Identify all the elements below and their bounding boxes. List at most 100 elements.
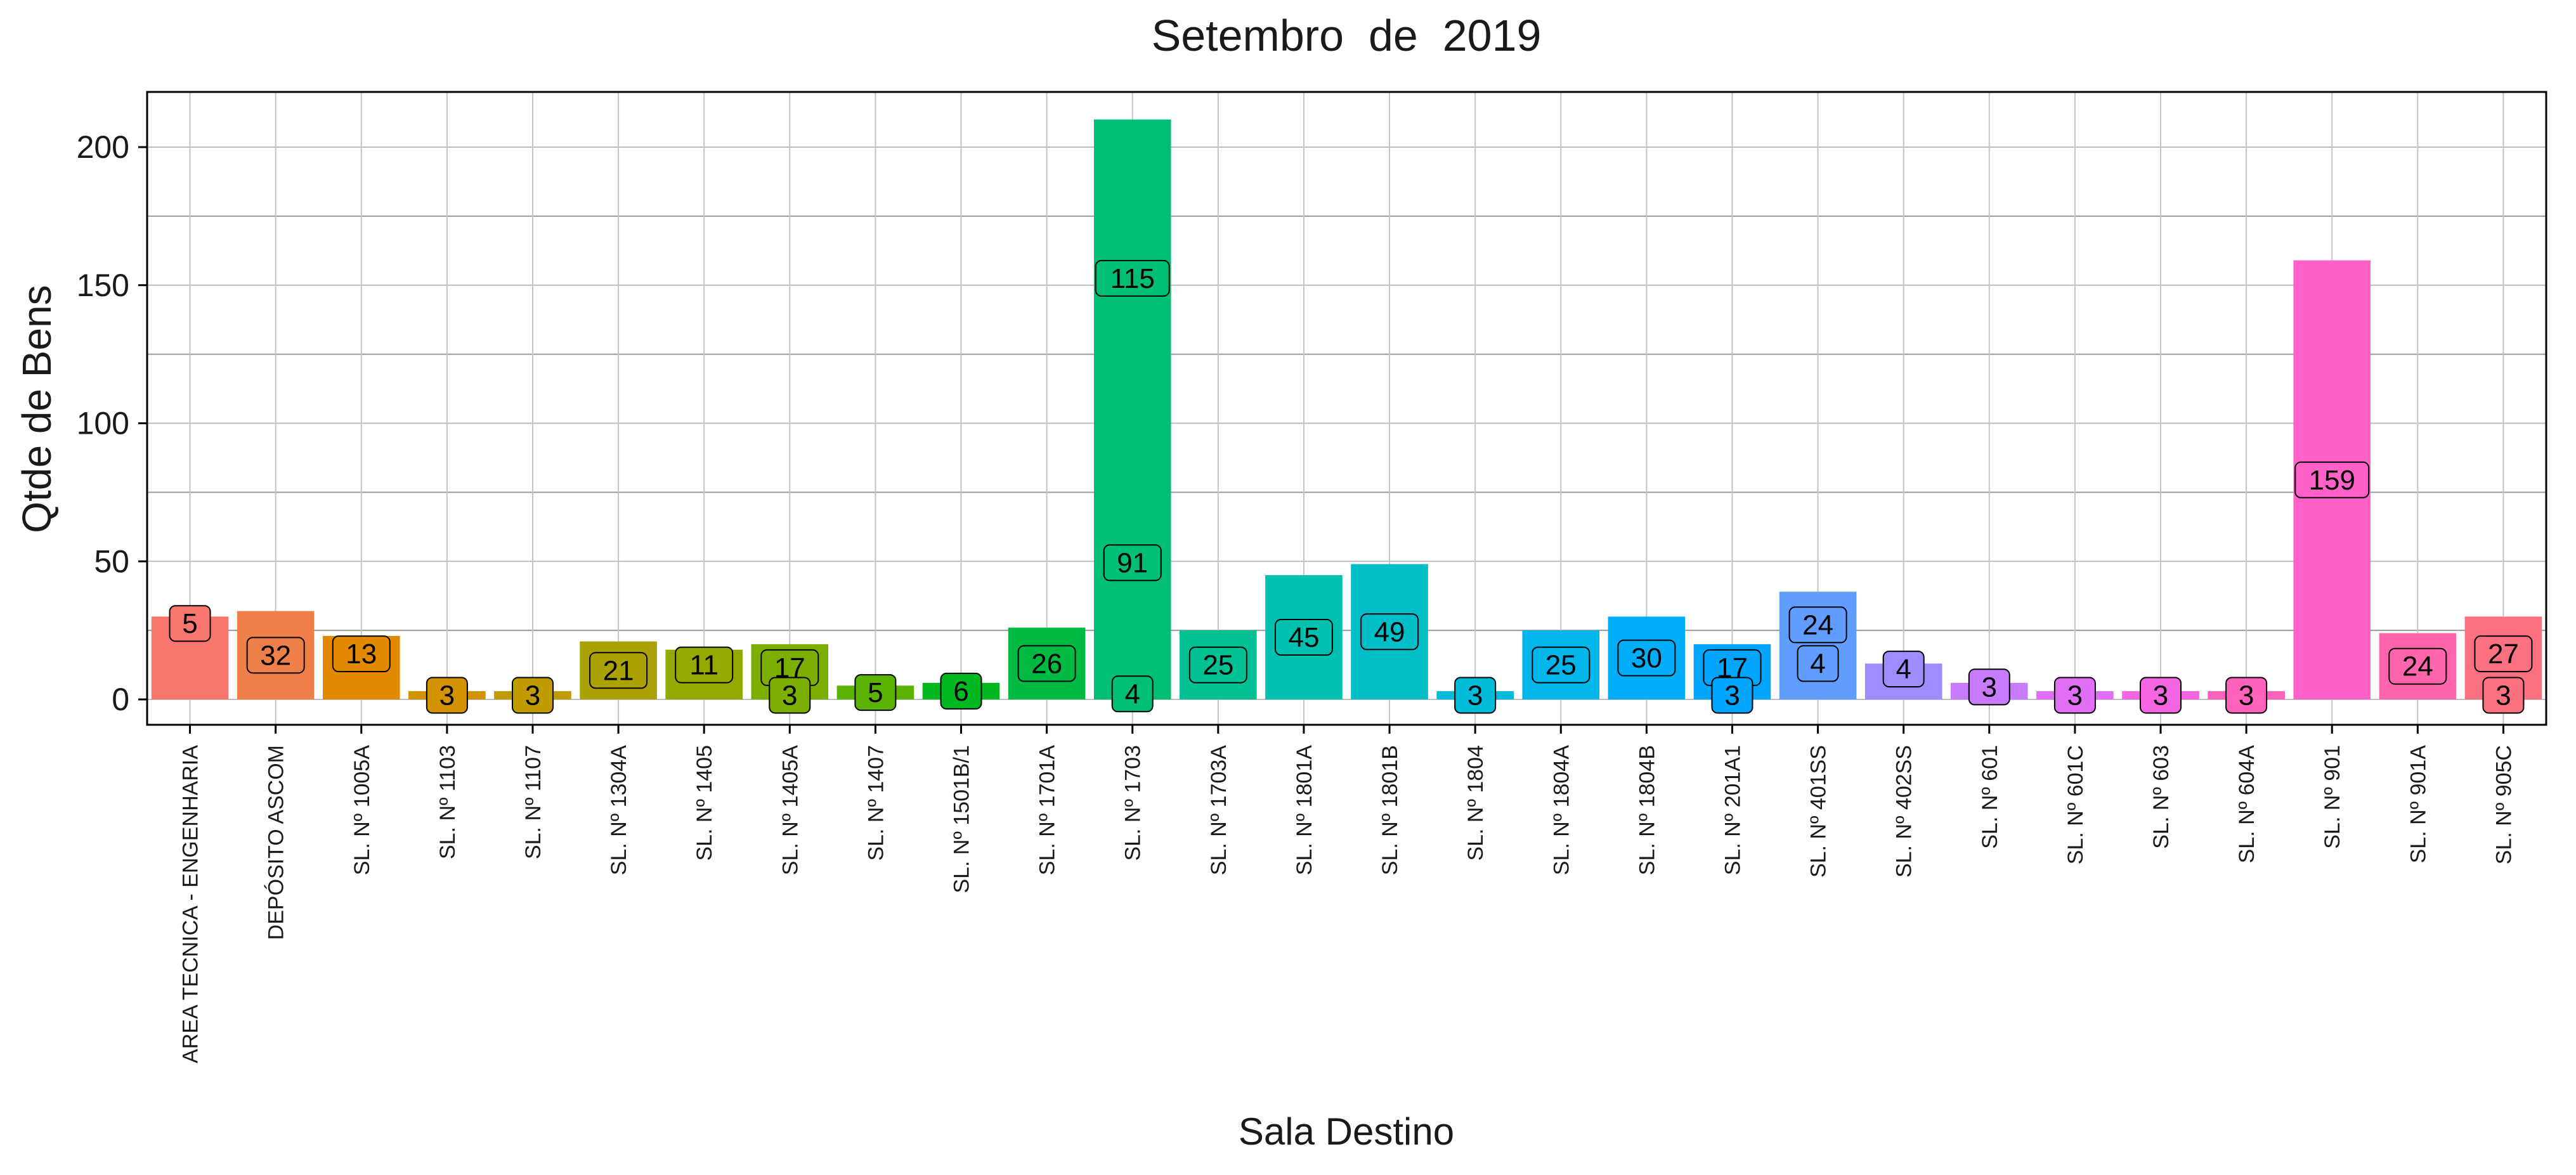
bar [1093, 119, 1171, 699]
data-label: 3 [2239, 680, 2254, 711]
data-label-box [1360, 613, 1419, 651]
data-label-box [1968, 668, 2010, 706]
data-label-box [2388, 647, 2447, 685]
data-label: 3 [2067, 680, 2083, 711]
data-label: 45 [1288, 622, 1319, 653]
x-tick-label: SL. Nº 604A [2235, 745, 2259, 864]
data-label-box [1095, 259, 1170, 297]
data-label: 11 [689, 650, 719, 681]
data-label: 49 [1374, 616, 1405, 647]
y-axis-title: Qtde de Bens [14, 285, 60, 533]
x-tick-label: SL. Nº 1304A [607, 745, 631, 876]
data-label: 4 [1124, 678, 1140, 710]
x-tick-label: SL. Nº 601 [1978, 745, 2002, 849]
x-tick-label: SL. Nº 1005A [350, 745, 374, 876]
data-label-box [2482, 677, 2525, 714]
data-label: 4 [1810, 648, 1825, 679]
x-tick-label: SL. Nº 1703A [1207, 745, 1231, 876]
x-tick-label: SL. Nº 901A [2406, 745, 2430, 864]
x-tick-label: SL. Nº 603 [2149, 745, 2173, 849]
data-label: 3 [525, 680, 540, 711]
data-label: 159 [2309, 465, 2355, 496]
y-axis: 0 50 100 150 200 [77, 129, 147, 717]
x-tick-label: SL. Nº 901 [2320, 745, 2345, 849]
x-tick-label: SL. Nº 1407 [864, 745, 888, 861]
data-label-box [589, 652, 648, 689]
data-label-box [675, 646, 734, 684]
data-label: 27 [2488, 639, 2519, 670]
data-label-box [511, 677, 554, 714]
data-label-box [2053, 677, 2096, 714]
data-label-box [2294, 461, 2370, 498]
data-label: 6 [953, 676, 968, 707]
data-label-box [332, 635, 391, 673]
chart-title: Setembro de 2019 [1152, 11, 1542, 60]
x-tick-label: SL. Nº 402SS [1892, 745, 1916, 878]
data-label-box [1103, 544, 1162, 581]
plot-panel-border [146, 91, 2547, 726]
data-label-box [1532, 646, 1590, 684]
x-tick-label: SL. Nº 1107 [521, 745, 545, 859]
x-axis: AREA TECNICA - ENGENHARIA DEPÓSITO ASCOM S… [179, 725, 2516, 1063]
data-label: 3 [439, 680, 455, 711]
data-label: 3 [1467, 680, 1483, 711]
x-tick-label: SL. Nº 601C [2064, 745, 2088, 864]
x-tick-label: SL. Nº 1701A [1036, 745, 1060, 876]
data-label: 3 [1982, 672, 1997, 703]
data-label: 115 [1110, 263, 1155, 294]
x-tick-label: SL. Nº 1405A [778, 745, 802, 876]
data-label: 3 [782, 680, 797, 711]
x-axis-title: Sala Destino [1239, 1110, 1454, 1153]
data-label: 4 [1896, 654, 1911, 685]
data-label: 5 [868, 677, 883, 708]
data-label: 32 [260, 640, 291, 671]
x-tick-label: SL. Nº 905C [2492, 745, 2516, 864]
x-tick-label: SL. Nº 1804A [1549, 745, 1573, 876]
data-label: 26 [1031, 648, 1062, 679]
data-label: 30 [1631, 643, 1662, 674]
y-tick-label: 150 [77, 268, 129, 303]
data-label-box [1788, 606, 1847, 644]
data-label-box [169, 605, 211, 642]
x-tick-label: SL. Nº 1801B [1378, 745, 1402, 875]
data-label-box [426, 677, 468, 714]
x-tick-label: SL. Nº 1703 [1121, 745, 1145, 861]
data-label-box [1274, 619, 1333, 656]
data-label: 91 [1117, 547, 1148, 578]
data-label-box [2140, 677, 2182, 714]
y-tick-label: 0 [112, 682, 129, 717]
data-label: 3 [2495, 680, 2511, 711]
data-label: 24 [2402, 651, 2433, 682]
data-label: 25 [1202, 650, 1233, 681]
x-tick-label: SL. Nº 1405 [693, 745, 717, 861]
data-label: 21 [603, 655, 634, 686]
y-tick-label: 200 [77, 129, 129, 165]
x-tick-label: SL. Nº 1501B/1 [950, 745, 974, 893]
data-label-box [769, 677, 811, 714]
data-label-box [1617, 639, 1676, 677]
data-label-box [1882, 651, 1925, 688]
data-label-box [940, 672, 982, 710]
x-tick-label: SL. Nº 1801A [1292, 745, 1317, 876]
data-label-box [1111, 675, 1154, 713]
data-label-box [246, 637, 305, 674]
data-label-box [1017, 645, 1076, 682]
x-tick-label: SL. Nº 401SS [1807, 745, 1831, 878]
data-label-box [1711, 677, 1753, 714]
x-tick-label: AREA TECNICA - ENGENHARIA [179, 745, 203, 1063]
x-tick-label: SL. Nº 201A1 [1721, 745, 1745, 875]
data-label: 24 [1802, 609, 1833, 640]
x-tick-label: SL. Nº 1103 [436, 745, 460, 859]
data-label-box [1188, 646, 1247, 684]
data-label-box [1797, 645, 1839, 682]
data-label: 25 [1545, 650, 1577, 681]
data-label: 13 [346, 639, 377, 670]
data-label-box [2474, 635, 2533, 673]
x-tick-label: DEPÓSITO ASCOM [264, 745, 289, 940]
data-label: 3 [1724, 680, 1740, 711]
x-tick-label: SL. Nº 1804B [1635, 745, 1659, 875]
x-tick-label: SL. Nº 1804 [1464, 745, 1488, 861]
y-tick-label: 50 [94, 543, 129, 579]
